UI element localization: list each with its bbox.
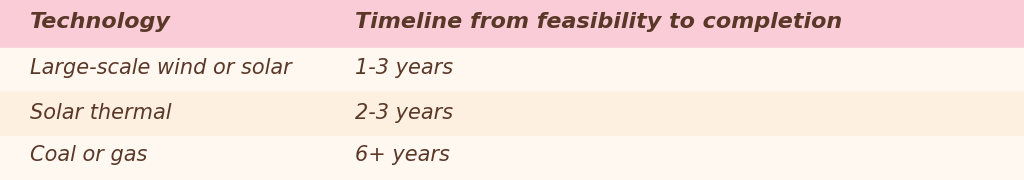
Text: 1-3 years: 1-3 years (355, 58, 454, 78)
Bar (0, 136, 1024, 180)
Text: 6+ years: 6+ years (355, 145, 450, 165)
Text: 2-3 years: 2-3 years (355, 103, 454, 123)
Bar (0, 92, 1024, 136)
Bar (0, 0, 1024, 48)
Text: Coal or gas: Coal or gas (30, 145, 147, 165)
Text: Solar thermal: Solar thermal (30, 103, 171, 123)
Bar (0, 48, 1024, 92)
Text: Timeline from feasibility to completion: Timeline from feasibility to completion (355, 12, 843, 32)
Text: Technology: Technology (30, 12, 171, 32)
Text: Large-scale wind or solar: Large-scale wind or solar (30, 58, 292, 78)
